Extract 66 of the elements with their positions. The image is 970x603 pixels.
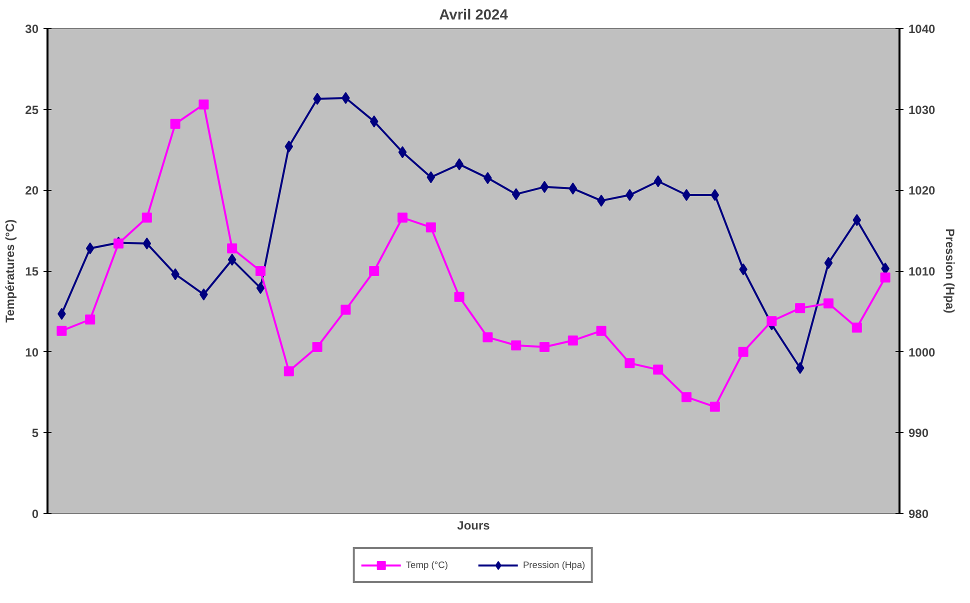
point (540, 180, 549, 193)
point (654, 175, 662, 188)
point (653, 364, 664, 375)
point (596, 326, 606, 336)
point (426, 171, 436, 184)
chart-title: Avril 2024 (439, 8, 509, 24)
point (284, 140, 294, 153)
point (426, 222, 436, 232)
point (256, 266, 266, 276)
point (142, 212, 152, 223)
point (340, 304, 351, 315)
legend-label: Temp (°C) (406, 560, 448, 570)
y-tick-label: 20 (25, 184, 39, 198)
x-axis-title: Jours (457, 518, 490, 532)
y2-tick-label: 980 (908, 507, 929, 521)
point (880, 272, 890, 282)
point (795, 303, 806, 314)
point (86, 242, 94, 254)
point (710, 402, 720, 412)
point (284, 366, 294, 376)
point (738, 346, 748, 357)
point (511, 340, 522, 350)
y-tick-label: 30 (25, 22, 39, 36)
point (852, 214, 862, 226)
point (227, 243, 238, 254)
y2-tick-label: 1040 (908, 22, 936, 36)
point (56, 326, 67, 336)
point (796, 362, 804, 374)
y2-axis-title: Pression (Hpa) (943, 228, 958, 314)
point (85, 314, 96, 324)
y-tick-label: 25 (25, 102, 39, 117)
point (482, 332, 493, 342)
point (142, 238, 152, 250)
y-tick-label: 5 (32, 426, 39, 440)
y-axis-title: Températures (°C) (3, 219, 18, 323)
point (369, 266, 380, 276)
point (824, 256, 833, 269)
y2-tick-label: 1030 (908, 102, 936, 117)
point (568, 182, 578, 195)
y-tick-label: 15 (25, 264, 39, 278)
point (568, 336, 578, 346)
point (824, 298, 834, 308)
point (256, 282, 265, 294)
point (170, 118, 180, 129)
point (624, 358, 635, 368)
legend-label: Pression (Hpa) (522, 560, 586, 570)
point (312, 342, 322, 352)
point (454, 292, 464, 302)
y2-tick-label: 1020 (908, 184, 936, 198)
point (540, 342, 550, 352)
point (852, 322, 862, 333)
y-tick-label: 0 (32, 507, 39, 521)
y-tick-label: 10 (25, 345, 39, 360)
point (198, 99, 209, 110)
point (398, 146, 407, 158)
y2-tick-label: 990 (908, 426, 929, 440)
point (370, 115, 378, 128)
y2-tick-label: 1000 (908, 345, 936, 360)
point (228, 254, 236, 266)
point (682, 189, 691, 202)
point (682, 392, 692, 402)
y2-tick-label: 1010 (908, 264, 936, 278)
point (766, 316, 777, 326)
point (710, 189, 720, 202)
point (398, 212, 408, 223)
point (512, 188, 520, 200)
